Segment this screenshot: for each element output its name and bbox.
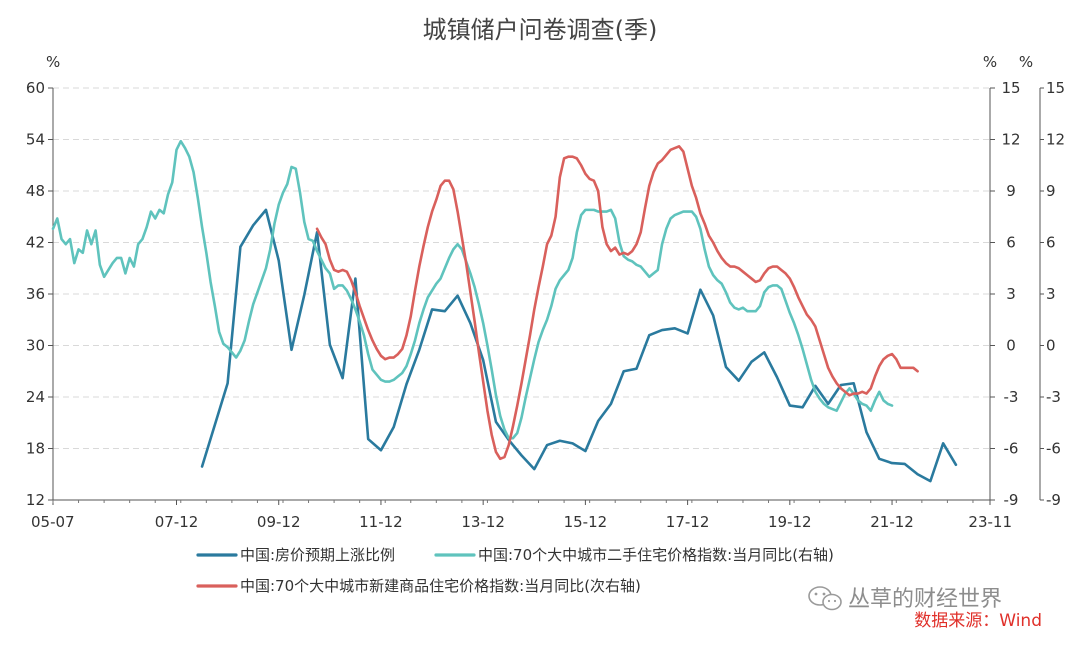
y-right2-tick-label: 12 (1046, 131, 1065, 149)
legend-label-3: 中国:70个大中城市新建商品住宅价格指数:当月同比(次右轴) (240, 577, 641, 595)
y-right1-unit: % (983, 53, 997, 71)
watermark: 丛草的财经世界 (808, 586, 1002, 612)
x-tick-label: 11-12 (359, 513, 403, 531)
x-tick-label: 15-12 (564, 513, 608, 531)
x-tick-label: 05-07 (31, 513, 75, 531)
y-left-tick-label: 18 (26, 440, 45, 458)
y-right1-tick-label: 3 (1006, 285, 1016, 303)
y-right2-tick-label: -6 (1046, 440, 1061, 458)
y-left-tick-label: 36 (26, 285, 45, 303)
y-right1-tick-label: 12 (1001, 131, 1020, 149)
y-right2-tick-label: 15 (1046, 79, 1065, 97)
y-right1-tick-label: -6 (1004, 440, 1019, 458)
legend: 中国:房价预期上涨比例 中国:70个大中城市二手住宅价格指数:当月同比(右轴) 中国… (196, 546, 834, 595)
x-tick-label: 13-12 (461, 513, 505, 531)
y-left-tick-label: 12 (26, 491, 45, 509)
series-line-2 (51, 139, 894, 440)
series-line-3 (315, 145, 919, 461)
series-line-1 (200, 208, 958, 483)
y-left-unit: % (46, 53, 60, 71)
y-right1-tick-label: 6 (1006, 234, 1016, 252)
y-right1-tick-label: -9 (1004, 491, 1019, 509)
x-tick-label: 19-12 (768, 513, 812, 531)
legend-label-2: 中国:70个大中城市二手住宅价格指数:当月同比(右轴) (478, 546, 834, 564)
y-right2-tick-label: -3 (1046, 388, 1061, 406)
y-left-tick-label: 48 (26, 182, 45, 200)
y-right2-tick-label: 3 (1046, 285, 1056, 303)
x-tick-label: 07-12 (155, 513, 199, 531)
x-tick-label: 23-11 (968, 513, 1012, 531)
x-tick-label: 09-12 (257, 513, 301, 531)
x-tick-label: 17-12 (666, 513, 710, 531)
chart-title: 城镇储户问卷调查(季) (423, 16, 658, 44)
x-tick-label: 21-12 (870, 513, 914, 531)
y-right2-tick-label: -9 (1046, 491, 1061, 509)
source-label: 数据来源：Wind (914, 611, 1042, 631)
y-right1-tick-label: 9 (1006, 182, 1016, 200)
y-left-tick-label: 54 (26, 131, 45, 149)
y-left-tick-label: 42 (26, 234, 45, 252)
y-left-tick-label: 24 (26, 388, 45, 406)
y-right2-tick-label: 9 (1046, 182, 1056, 200)
y-right1-tick-label: -3 (1004, 388, 1019, 406)
y-right2-unit: % (1019, 53, 1033, 71)
y-right1-tick-label: 0 (1006, 337, 1016, 355)
series-lines (51, 139, 958, 483)
y-left-tick-label: 30 (26, 337, 45, 355)
y-left-tick-label: 60 (26, 79, 45, 97)
legend-label-1: 中国:房价预期上涨比例 (240, 546, 395, 564)
y-right1-tick-label: 15 (1001, 79, 1020, 97)
wechat-icon (808, 586, 842, 611)
y-right2-tick-label: 0 (1046, 337, 1056, 355)
watermark-text: 丛草的财经世界 (848, 587, 1002, 612)
y-right2-tick-label: 6 (1046, 234, 1056, 252)
axes: 121824303642485460-9-6-303691215-9-6-303… (26, 79, 1065, 531)
